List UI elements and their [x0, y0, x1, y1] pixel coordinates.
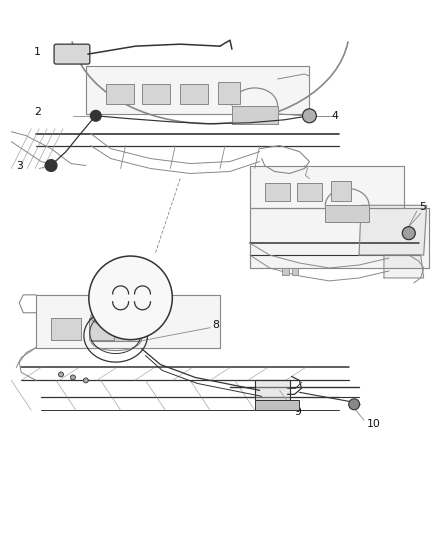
- Text: 2: 2: [34, 107, 41, 117]
- Text: 5: 5: [419, 203, 426, 212]
- Text: 11: 11: [129, 277, 142, 287]
- Polygon shape: [359, 205, 427, 255]
- Bar: [106, 84, 134, 104]
- Ellipse shape: [91, 307, 141, 327]
- Circle shape: [403, 227, 415, 240]
- Bar: [89, 318, 114, 340]
- Polygon shape: [250, 208, 429, 268]
- Bar: [142, 84, 170, 104]
- Bar: [297, 183, 322, 201]
- Circle shape: [90, 110, 101, 122]
- Text: 9: 9: [294, 407, 301, 417]
- Circle shape: [45, 159, 57, 172]
- Bar: [292, 268, 298, 275]
- Circle shape: [83, 378, 88, 383]
- Circle shape: [89, 256, 172, 340]
- Bar: [255, 400, 300, 410]
- Bar: [180, 84, 208, 104]
- Bar: [325, 205, 369, 222]
- Circle shape: [303, 109, 316, 123]
- Bar: [265, 183, 290, 201]
- Circle shape: [349, 399, 360, 410]
- Bar: [51, 318, 81, 340]
- Circle shape: [71, 375, 75, 380]
- Text: 3: 3: [16, 160, 23, 171]
- Polygon shape: [86, 66, 309, 114]
- Text: 10: 10: [367, 419, 381, 429]
- Text: 1: 1: [34, 47, 41, 57]
- Bar: [218, 82, 240, 104]
- Text: 6: 6: [124, 263, 131, 273]
- Polygon shape: [255, 381, 290, 400]
- Bar: [232, 106, 278, 124]
- Bar: [331, 181, 351, 201]
- Text: 11: 11: [129, 278, 142, 288]
- Text: 4: 4: [331, 111, 338, 121]
- Polygon shape: [36, 295, 220, 348]
- Polygon shape: [250, 166, 404, 208]
- Text: 8: 8: [212, 320, 219, 330]
- Polygon shape: [384, 255, 424, 278]
- Bar: [91, 317, 141, 341]
- FancyBboxPatch shape: [54, 44, 90, 64]
- Bar: [282, 268, 289, 275]
- Circle shape: [59, 372, 64, 377]
